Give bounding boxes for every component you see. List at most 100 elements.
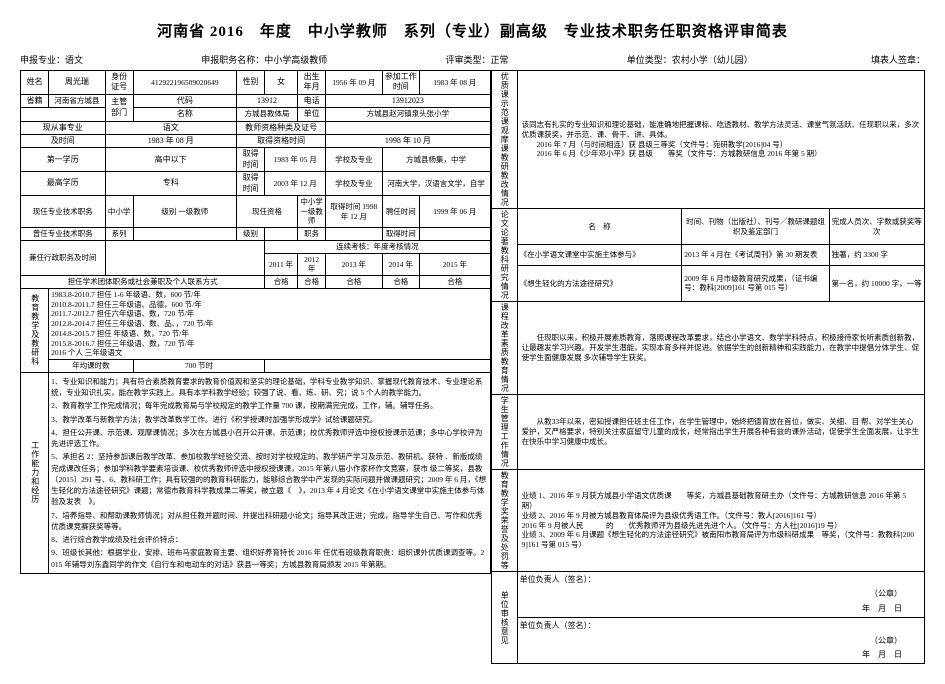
native-v: 河南省方城县	[49, 94, 105, 107]
cont-year: 2014 年	[382, 253, 420, 276]
unitf-l: 单位	[298, 108, 326, 121]
dept-l: 名称	[133, 108, 236, 121]
edu1-sch: 高中以下	[105, 148, 236, 172]
code-v: 13912	[236, 94, 297, 107]
edu1-t: 1983 年 05 月	[265, 148, 326, 172]
name-v: 周光瑞	[49, 71, 105, 95]
date2: 年 月 日	[862, 650, 902, 659]
meta-unit-l: 单位类型：	[627, 55, 672, 65]
avg-l: 年均课时数	[49, 360, 134, 373]
unitf-v: 方城县赵河镇泉头张小学	[326, 108, 490, 121]
reform-l: 课程改革素质教育情况	[491, 302, 517, 395]
meta-row: 申报专业：语文 申报职务名称：中小学高级教师 评审类型：正常 单位类型：农村小学…	[20, 53, 925, 66]
cv0: 合格	[265, 276, 298, 289]
curqual-l: 现任资格	[236, 195, 297, 227]
nowmajor-v: 语文	[105, 121, 236, 134]
paper-h2: 时间、刊物（出版社）、刊号／教研课题组织及鉴定部门	[682, 209, 829, 245]
work-body: 1、专业知识和能力；具有符合素质教育要求的教育价值观和坚实的理论基础，学科专业教…	[49, 372, 490, 573]
sign2-l: 单位负责人（签名）：	[520, 619, 922, 633]
cv1: 合格	[298, 276, 326, 289]
prev-l: 曾任专业技术职务	[21, 228, 106, 241]
name-l: 姓名	[21, 71, 49, 95]
excellent-body: 该同志有扎实的专业知识和理论基础，能准确地把握课标、吃透教材、教学方法灵活、课堂…	[517, 71, 924, 209]
nowmajor-l: 现从事专业	[21, 121, 106, 134]
edu2-l: 最高学历	[21, 172, 106, 196]
examine-l: 单位审核意见	[491, 572, 517, 664]
p2a: 《想生轻化的方法途径研究》	[517, 265, 682, 301]
contact-l: 担任学术团体职务或社会兼职及个人联系方式	[21, 276, 265, 289]
grade-l: 级别	[161, 207, 176, 216]
award-l: 教育教学奖荣誉及处罚等	[491, 470, 517, 572]
prev-series: 系列	[105, 228, 133, 241]
manage-body: 从教33年以来，密知授课担任班主任工作，在学生管理中，始终把德育放在首位，做实、…	[517, 395, 924, 470]
native-l: 省籍	[21, 94, 49, 107]
contrl: 兼任行政职务及时间	[21, 240, 106, 275]
teach-lines: 1983.8-2010.7 担任 1-6 年级语、数，600 节/年2010.8…	[49, 288, 490, 359]
cont-year: 2013 年	[326, 253, 382, 276]
right-table: 优质课示范课观摩课教研教改情况 该同志有扎实的专业知识和理论基础，能准确地把握课…	[491, 70, 925, 664]
nowpost-v: 1983 年 08 月	[105, 134, 236, 147]
p2c: 第一名，约 10000 字，一等	[829, 265, 924, 301]
edu2-sch: 专科	[105, 172, 236, 196]
prev-name: 职务	[298, 228, 326, 241]
edu2-sl: 学校及专业	[326, 172, 382, 196]
seal1: （公章）	[870, 589, 902, 598]
cv3: 合格	[382, 276, 420, 289]
nowpost-l: 及时间	[21, 134, 106, 147]
cont-h: 连续考核：年度考核情况	[265, 240, 490, 253]
paper-l: 论文论著教科研究情况	[491, 209, 517, 302]
p1c: 独著，约 3300 字	[829, 245, 924, 266]
work-v: 1983 年 08 月	[420, 71, 491, 95]
id-v: 412922196509020649	[133, 71, 236, 95]
gottime-l: 取得资格时间	[236, 134, 325, 147]
paper-h1: 名 称	[517, 209, 682, 245]
curtitle-l: 现任专业技术职务	[21, 195, 106, 227]
id-l: 身份证号	[105, 71, 133, 95]
prev-got: 取得时间	[382, 228, 420, 241]
meta-unit: 农村小学（幼儿园）	[672, 55, 753, 65]
seal2: （公章）	[870, 636, 902, 645]
avg-v: 700 节时	[133, 360, 264, 373]
award-body: 业绩 1、2016 年 9 月获方城县小学语文优质课 等奖，方城县基础教育研主办…	[517, 470, 924, 572]
edu2-s: 河南大学，汉语言文学，自学	[382, 172, 490, 196]
paper-h3: 完成人员次、字数或获奖等次	[829, 209, 924, 245]
cont-year: 2011 年	[265, 253, 298, 276]
sex-v: 女	[265, 71, 298, 95]
birth-v: 1956 年 09 月	[326, 71, 382, 95]
meta-filler: 填表人签章：	[871, 53, 925, 66]
curtitle-v: 中小学	[105, 195, 133, 227]
cont-year: 2015 年	[420, 253, 491, 276]
manage-l: 学生管理工作情况	[491, 395, 517, 470]
meta-post-l: 申报职务名称：	[201, 55, 264, 65]
meta-review: 正常	[490, 55, 508, 65]
cert-l: 教师资格种类及证号	[236, 121, 325, 134]
tel-l: 电话	[298, 94, 326, 107]
grade-v: 一级教师	[178, 207, 208, 216]
gottime-v: 1998 年 10 月	[326, 134, 490, 147]
edu2-tl: 取得时间	[236, 172, 264, 196]
dept-v: 方城县教体局	[236, 108, 297, 121]
meta-review-l: 评审类型：	[445, 55, 490, 65]
meta-major-l: 申报专业：	[20, 55, 65, 65]
sex-l: 性别	[236, 71, 264, 95]
birth-l: 出生年月	[298, 71, 326, 95]
meta-major: 语文	[65, 55, 83, 65]
date1: 年 月 日	[862, 604, 902, 613]
work-l: 参加工作时间	[382, 71, 420, 95]
edu1-l: 第一学历	[21, 148, 106, 172]
cv4: 合格	[420, 276, 491, 289]
basic-table: 姓名 周光瑞 身份证号 412922196509020649 性别 女 出生年月…	[20, 70, 491, 574]
p1a: 《在小学语文课堂中实施主体参与》	[517, 245, 682, 266]
page-title: 河南省 2016 年度 中小学教师 系列（专业）副高级 专业技术职务任职资格评审…	[20, 20, 925, 41]
reform-body: 任现职以来，积极开展素质教育，落照课程改革要求，结合小学语文、数学学科特点，积极…	[517, 302, 924, 395]
edu1-sl: 学校及专业	[326, 148, 382, 172]
quald-l: 取得时间	[330, 202, 360, 211]
excellent-l: 优质课示范课观摩课教研教改情况	[491, 71, 517, 209]
code-l: 代码	[133, 94, 236, 107]
apt-l: 聘任时间	[382, 195, 420, 227]
curqual-v: 中小学一级教师	[298, 195, 326, 227]
apt-v: 1999 年 06 月	[420, 195, 491, 227]
work-l: 工作能力和经历	[21, 372, 49, 573]
prev-grade: 级别	[236, 228, 264, 241]
cv2: 合格	[326, 276, 382, 289]
